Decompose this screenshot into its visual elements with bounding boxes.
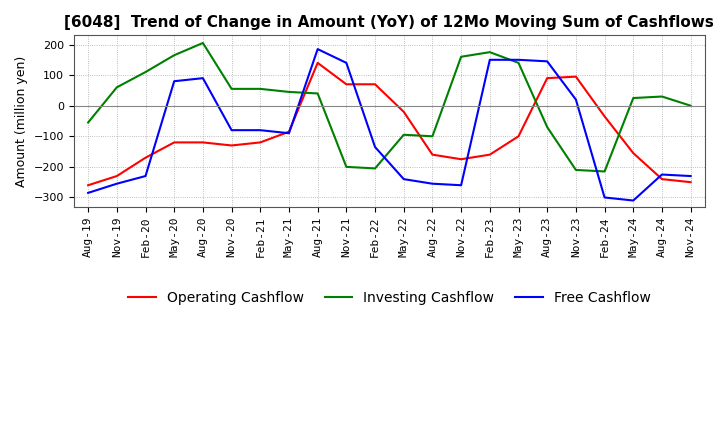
Free Cashflow — [572, 97, 580, 102]
Operating Cashflow — [84, 183, 92, 188]
Free Cashflow — [112, 181, 121, 187]
Investing Cashflow — [256, 86, 264, 92]
Operating Cashflow — [112, 173, 121, 179]
Operating Cashflow — [284, 129, 293, 134]
Investing Cashflow — [313, 91, 322, 96]
Investing Cashflow — [428, 134, 437, 139]
Free Cashflow — [84, 190, 92, 195]
Line: Investing Cashflow: Investing Cashflow — [88, 43, 690, 172]
Investing Cashflow — [657, 94, 666, 99]
Free Cashflow — [371, 144, 379, 150]
Investing Cashflow — [543, 125, 552, 130]
Operating Cashflow — [657, 176, 666, 182]
Operating Cashflow — [428, 152, 437, 157]
Investing Cashflow — [686, 103, 695, 108]
Operating Cashflow — [400, 109, 408, 114]
Free Cashflow — [284, 131, 293, 136]
Investing Cashflow — [456, 54, 465, 59]
Operating Cashflow — [141, 155, 150, 160]
Legend: Operating Cashflow, Investing Cashflow, Free Cashflow: Operating Cashflow, Investing Cashflow, … — [122, 286, 657, 311]
Investing Cashflow — [485, 50, 494, 55]
Investing Cashflow — [284, 89, 293, 95]
Free Cashflow — [256, 128, 264, 133]
Investing Cashflow — [400, 132, 408, 137]
Investing Cashflow — [228, 86, 236, 92]
Line: Operating Cashflow: Operating Cashflow — [88, 63, 690, 185]
Investing Cashflow — [170, 52, 179, 58]
Free Cashflow — [228, 128, 236, 133]
Free Cashflow — [428, 181, 437, 187]
Investing Cashflow — [199, 40, 207, 46]
Investing Cashflow — [84, 120, 92, 125]
Title: [6048]  Trend of Change in Amount (YoY) of 12Mo Moving Sum of Cashflows: [6048] Trend of Change in Amount (YoY) o… — [65, 15, 714, 30]
Free Cashflow — [400, 176, 408, 182]
Operating Cashflow — [600, 114, 609, 119]
Free Cashflow — [199, 76, 207, 81]
Free Cashflow — [342, 60, 351, 66]
Operating Cashflow — [313, 60, 322, 66]
Investing Cashflow — [371, 166, 379, 171]
Investing Cashflow — [629, 95, 638, 101]
Operating Cashflow — [514, 134, 523, 139]
Operating Cashflow — [686, 180, 695, 185]
Free Cashflow — [313, 47, 322, 52]
Operating Cashflow — [342, 82, 351, 87]
Operating Cashflow — [543, 76, 552, 81]
Operating Cashflow — [629, 150, 638, 156]
Free Cashflow — [657, 172, 666, 177]
Free Cashflow — [543, 59, 552, 64]
Operating Cashflow — [456, 157, 465, 162]
Free Cashflow — [456, 183, 465, 188]
Operating Cashflow — [371, 82, 379, 87]
Operating Cashflow — [572, 74, 580, 79]
Free Cashflow — [629, 198, 638, 203]
Y-axis label: Amount (million yen): Amount (million yen) — [15, 55, 28, 187]
Operating Cashflow — [199, 140, 207, 145]
Operating Cashflow — [170, 140, 179, 145]
Free Cashflow — [141, 173, 150, 179]
Free Cashflow — [600, 195, 609, 200]
Investing Cashflow — [514, 60, 523, 66]
Investing Cashflow — [141, 70, 150, 75]
Investing Cashflow — [112, 84, 121, 90]
Free Cashflow — [170, 79, 179, 84]
Free Cashflow — [686, 173, 695, 179]
Investing Cashflow — [572, 167, 580, 172]
Line: Free Cashflow: Free Cashflow — [88, 49, 690, 201]
Operating Cashflow — [485, 152, 494, 157]
Free Cashflow — [485, 57, 494, 62]
Free Cashflow — [514, 57, 523, 62]
Operating Cashflow — [228, 143, 236, 148]
Investing Cashflow — [600, 169, 609, 174]
Investing Cashflow — [342, 164, 351, 169]
Operating Cashflow — [256, 140, 264, 145]
